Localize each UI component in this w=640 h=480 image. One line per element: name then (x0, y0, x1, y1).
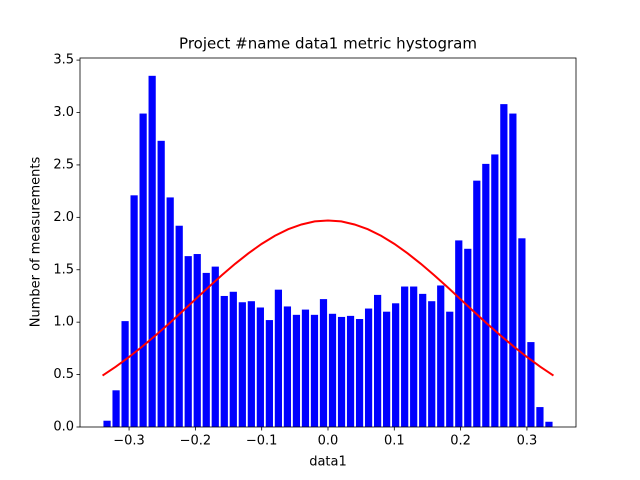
bar (536, 407, 544, 427)
bar (364, 308, 373, 427)
y-tick-label: 2.0 (53, 210, 74, 225)
y-tick-label: 1.5 (53, 262, 74, 277)
bar (247, 301, 255, 427)
bar (491, 154, 499, 427)
bar (482, 163, 490, 427)
x-tick-label: 0.2 (450, 434, 471, 449)
bar (310, 314, 319, 427)
bar (238, 302, 246, 427)
x-axis-label: data1 (309, 455, 347, 470)
bar (166, 197, 174, 427)
bar (148, 75, 156, 428)
fit-curve (101, 219, 555, 377)
x-tick-label: −0.3 (113, 434, 145, 449)
bar (455, 240, 463, 427)
bar (401, 286, 409, 427)
bar (265, 320, 273, 427)
bar (211, 266, 219, 427)
bar (337, 316, 346, 427)
bar (464, 248, 472, 427)
bar (175, 225, 183, 427)
bar (373, 294, 382, 427)
x-tick-label: 0.3 (517, 434, 538, 449)
bar (383, 311, 391, 427)
y-tick-label: 0.0 (53, 420, 74, 435)
bar (319, 299, 328, 427)
bar (437, 285, 445, 427)
x-tick-label: −0.1 (246, 434, 278, 449)
y-tick-label: 2.5 (53, 157, 74, 172)
bar (509, 113, 517, 427)
bar (193, 254, 201, 427)
bar (473, 180, 481, 427)
bar (220, 295, 228, 427)
bar (292, 314, 301, 427)
bar (328, 313, 337, 427)
bar (545, 421, 553, 427)
bar (130, 195, 138, 427)
bar (446, 311, 454, 427)
bar (202, 272, 210, 427)
x-tick-label: 0.1 (384, 434, 405, 449)
bar (346, 315, 355, 427)
y-tick-label: 3.0 (53, 105, 74, 120)
bar (518, 238, 526, 427)
chart-title: Project #name data1 metric hystogram (179, 35, 477, 53)
bar (121, 321, 129, 427)
bar (139, 113, 147, 427)
x-tick-label: 0.0 (318, 434, 339, 449)
bar (428, 301, 436, 427)
y-tick-label: 0.5 (53, 367, 74, 382)
bar (283, 306, 292, 427)
bar (301, 309, 310, 427)
y-tick-label: 1.0 (53, 315, 74, 330)
y-axis-label: Number of measurements (29, 157, 44, 328)
bar (419, 293, 427, 427)
bar (184, 256, 192, 427)
x-tick-label: −0.2 (180, 434, 212, 449)
bar (527, 342, 535, 427)
bar (103, 420, 111, 427)
bar (392, 303, 400, 427)
bar (229, 291, 237, 427)
bar (355, 319, 364, 427)
bar (256, 307, 264, 427)
bar (157, 140, 165, 427)
y-tick-label: 3.5 (53, 53, 74, 68)
bar (274, 289, 283, 427)
bar (112, 390, 120, 427)
bar (410, 286, 418, 427)
bar (500, 104, 508, 427)
